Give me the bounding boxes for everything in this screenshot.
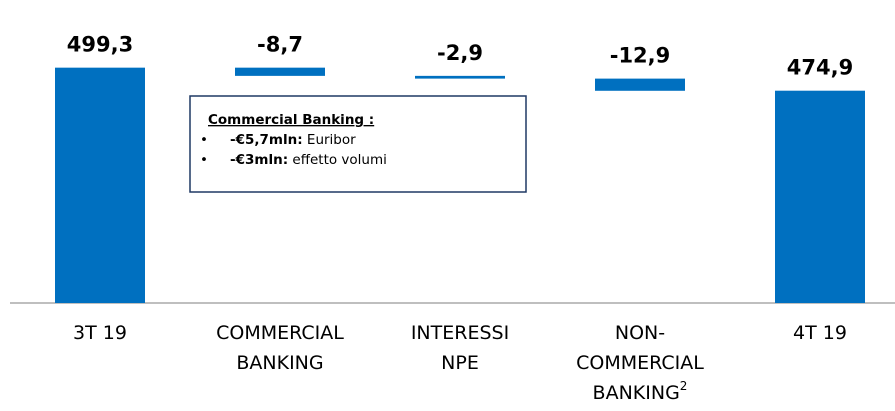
x-tick-label-text: BANKING: [593, 382, 680, 404]
bar: [595, 78, 685, 91]
annotation-box: [189, 95, 527, 193]
annotation-title: Commercial Banking :: [208, 112, 374, 128]
bullet: •: [200, 132, 208, 148]
x-tick-label-text: 4T 19: [793, 322, 847, 344]
x-tick-label-text: 3T 19: [73, 322, 127, 344]
value-label: 474,9: [787, 56, 853, 80]
value-label: -8,7: [257, 33, 303, 57]
x-tick-label-text: NPE: [441, 352, 479, 374]
annotation-text: Euribor: [303, 132, 357, 148]
x-tick-label-text: BANKING: [236, 352, 323, 374]
x-tick-label: 3T 19: [73, 322, 127, 344]
x-tick-label: 4T 19: [793, 322, 847, 344]
x-tick-label: BANKING: [236, 352, 323, 374]
annotation-bold: -€3mln:: [230, 152, 288, 168]
bar: [415, 75, 505, 79]
x-tick-label: NPE: [441, 352, 479, 374]
x-tick-label-text: NON-: [615, 322, 665, 344]
x-tick-label: INTERESSI: [411, 322, 509, 344]
x-tick-label-text: COMMERCIAL: [216, 322, 344, 344]
x-tick-label-text: COMMERCIAL: [576, 352, 704, 374]
bar: [235, 67, 325, 76]
value-label: -12,9: [610, 44, 671, 68]
x-tick-label: COMMERCIAL: [576, 352, 704, 374]
footnote-mark: 2: [680, 379, 688, 393]
annotation-item: -€3mln: effetto volumi: [230, 152, 387, 168]
value-label: -2,9: [437, 41, 483, 65]
value-label: 499,3: [67, 33, 133, 57]
bar: [55, 67, 145, 303]
annotation-text: effetto volumi: [288, 152, 387, 168]
bar: [775, 90, 865, 303]
bullet: •: [200, 152, 208, 168]
x-tick-label: COMMERCIAL: [216, 322, 344, 344]
annotation-bold: -€5,7mln:: [230, 132, 303, 148]
annotation-item: -€5,7mln: Euribor: [230, 132, 356, 148]
x-tick-label-text: INTERESSI: [411, 322, 509, 344]
x-tick-label: NON-: [615, 322, 665, 344]
x-tick-label: BANKING2: [593, 379, 688, 404]
